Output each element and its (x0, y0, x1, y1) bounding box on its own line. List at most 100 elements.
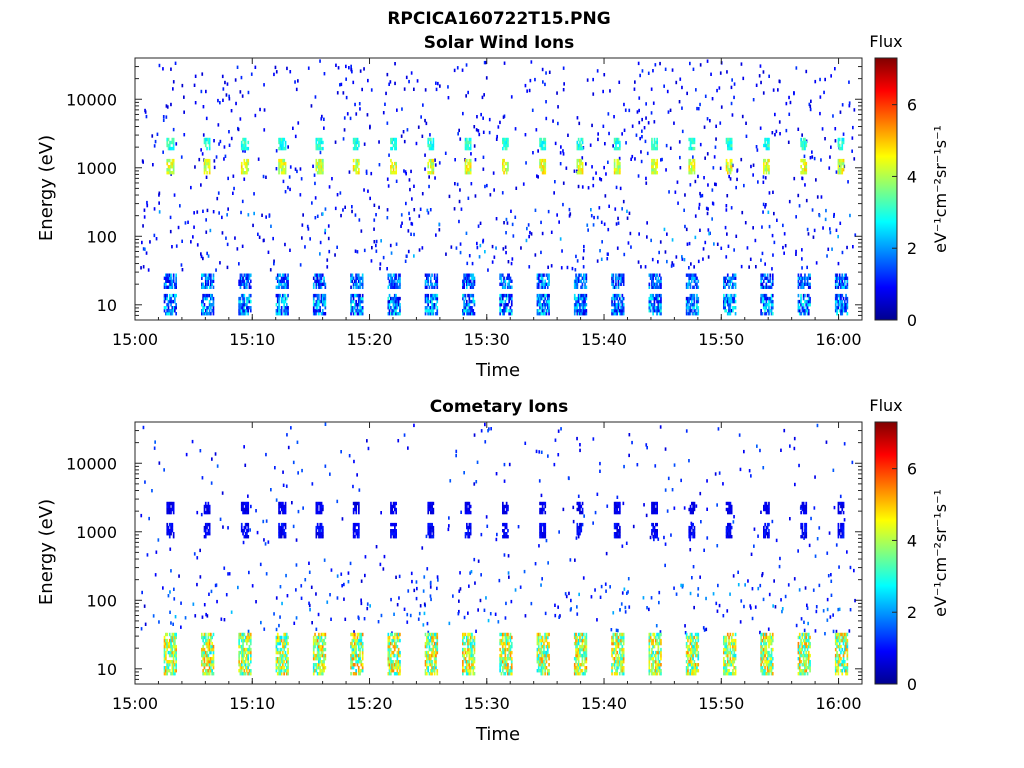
spectrogram-cell (764, 262, 766, 266)
spectrogram-cell (208, 525, 211, 530)
spectrogram-cell (576, 312, 579, 316)
spectrogram-cell (207, 137, 210, 142)
spectrogram-cell (171, 245, 173, 249)
spectrogram-cell (278, 146, 280, 151)
spectrogram-cell (394, 137, 396, 142)
spectrogram-cell (324, 641, 327, 646)
spectrogram-cell (696, 285, 698, 289)
spectrogram-cell (737, 570, 739, 574)
spectrogram-cell (846, 285, 849, 289)
spectrogram-cell (538, 544, 540, 548)
spectrogram-cell (653, 143, 656, 148)
spectrogram-cell (802, 285, 805, 289)
spectrogram-cell (619, 168, 621, 172)
spectrogram-cell (619, 171, 621, 175)
spectrogram-cell (501, 309, 504, 313)
spectrogram-cell (501, 285, 504, 289)
spectrogram-cell (390, 171, 392, 175)
spectrogram-cell (705, 206, 708, 211)
spectrogram-cell (352, 285, 355, 289)
spectrogram-cell (208, 306, 211, 310)
spectrogram-cell (424, 282, 427, 286)
spectrogram-cell (536, 285, 539, 289)
spectrogram-cell (285, 484, 288, 488)
spectrogram-cell (802, 171, 805, 175)
spectrogram-cell (206, 137, 208, 142)
spectrogram-cell (811, 150, 813, 154)
spectrogram-cell (163, 669, 166, 673)
spectrogram-cell (276, 273, 279, 277)
spectrogram-cell (289, 248, 291, 252)
spectrogram-cell (761, 273, 764, 277)
spectrogram-cell (320, 510, 323, 515)
spectrogram-cell (249, 650, 252, 655)
spectrogram-cell (613, 146, 616, 151)
spectrogram-cell (278, 504, 280, 509)
spectrogram-cell (405, 201, 407, 206)
spectrogram-cell (167, 137, 170, 142)
spectrogram-cell (585, 273, 588, 277)
spectrogram-cell (465, 282, 468, 286)
spectrogram-cell (172, 165, 175, 169)
spectrogram-cell (324, 228, 327, 233)
spectrogram-cell (233, 186, 235, 191)
spectrogram-cell (262, 174, 265, 179)
spectrogram-cell (435, 233, 437, 237)
spectrogram-cell (744, 221, 747, 225)
spectrogram-cell (295, 588, 297, 592)
spectrogram-cell (658, 309, 661, 313)
spectrogram-cell (577, 293, 580, 298)
spectrogram-cell (239, 306, 242, 310)
spectrogram-cell (797, 285, 800, 289)
spectrogram-cell (171, 309, 174, 313)
spectrogram-cell (768, 303, 770, 307)
spectrogram-cell (171, 666, 174, 670)
spectrogram-cell (208, 641, 211, 646)
spectrogram-cell (593, 215, 595, 220)
spectrogram-cell (812, 235, 815, 239)
spectrogram-cell (390, 510, 392, 515)
spectrogram-cell (806, 299, 809, 304)
spectrogram-cell (275, 167, 278, 171)
spectrogram-cell (431, 171, 433, 175)
spectrogram-cell (244, 672, 247, 676)
spectrogram-cell (752, 163, 755, 167)
spectrogram-cell (167, 594, 170, 598)
spectrogram-cell (837, 137, 840, 142)
spectrogram-cell (168, 312, 171, 316)
spectrogram-cell (354, 293, 356, 298)
spectrogram-cell (390, 532, 392, 536)
spectrogram-cell (805, 143, 808, 148)
spectrogram-cell (246, 535, 248, 539)
spectrogram-cell (158, 620, 160, 624)
spectrogram-cell (323, 276, 325, 280)
spectrogram-cell (766, 285, 769, 289)
spectrogram-cell (581, 156, 584, 160)
spectrogram-cell (322, 165, 324, 169)
spectrogram-cell (429, 276, 432, 280)
spectrogram-cell (172, 171, 175, 175)
spectrogram-cell (681, 129, 684, 134)
spectrogram-cell (592, 437, 595, 441)
spectrogram-cell (276, 672, 279, 676)
spectrogram-cell (243, 647, 246, 652)
spectrogram-cell (238, 653, 240, 658)
spectrogram-cell (760, 80, 762, 85)
spectrogram-cell (278, 507, 280, 512)
spectrogram-cell (175, 276, 177, 280)
spectrogram-cell (587, 186, 590, 190)
spectrogram-cell (148, 516, 150, 521)
spectrogram-cell (142, 247, 145, 251)
spectrogram-cell (690, 296, 693, 301)
spectrogram-cell (173, 587, 175, 591)
spectrogram-cell (320, 663, 323, 667)
spectrogram-cell (838, 146, 841, 151)
spectrogram-cell (390, 299, 392, 304)
spectrogram-cell (804, 309, 806, 313)
spectrogram-cell (661, 157, 663, 162)
spectrogram-cell (543, 293, 545, 298)
spectrogram-cell (711, 217, 713, 221)
spectrogram-cell (429, 293, 432, 298)
spectrogram-cell (169, 215, 172, 220)
spectrogram-cell (543, 165, 545, 169)
